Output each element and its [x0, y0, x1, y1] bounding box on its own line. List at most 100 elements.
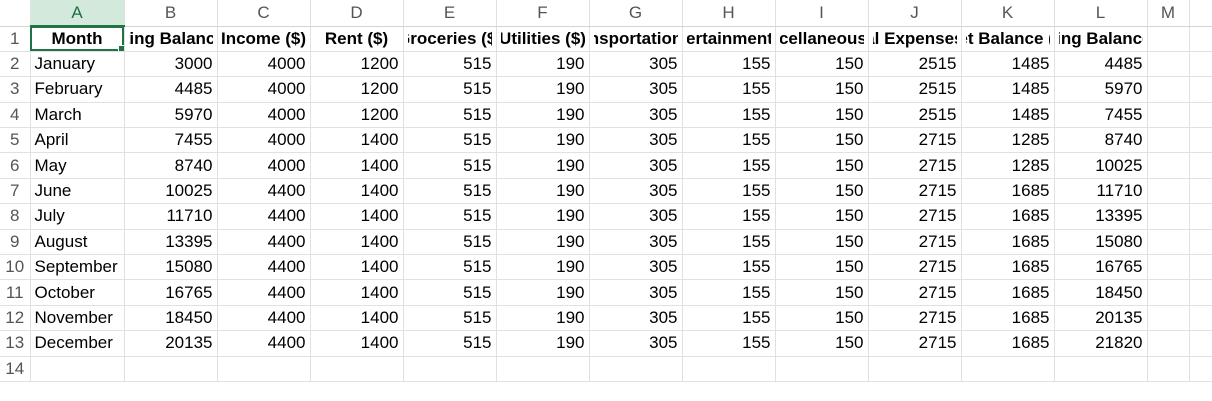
value-cell-f[interactable]: 190	[496, 51, 590, 78]
empty-cell[interactable]	[1054, 356, 1148, 382]
value-cell-c[interactable]: 4400	[217, 254, 311, 281]
value-cell-j[interactable]: 2715	[868, 152, 962, 179]
value-cell-l[interactable]: 4485	[1054, 51, 1148, 78]
value-cell-l[interactable]: 7455	[1054, 102, 1148, 129]
column-header-e[interactable]: E	[403, 0, 497, 27]
month-cell[interactable]: May	[30, 152, 125, 179]
value-cell-h[interactable]: 155	[682, 51, 776, 78]
header-cell-l[interactable]: Ending Balance ($)	[1054, 26, 1148, 52]
value-cell-h[interactable]: 155	[682, 305, 776, 332]
value-cell-i[interactable]: 150	[775, 102, 869, 129]
row-header-11[interactable]: 11	[0, 279, 31, 306]
empty-cell[interactable]	[1189, 279, 1212, 306]
month-cell[interactable]: October	[30, 279, 125, 306]
value-cell-d[interactable]: 1400	[310, 203, 404, 230]
empty-cell[interactable]	[1147, 152, 1190, 179]
row-header-2[interactable]: 2	[0, 51, 31, 78]
value-cell-j[interactable]: 2715	[868, 254, 962, 281]
value-cell-j[interactable]: 2715	[868, 229, 962, 256]
value-cell-b[interactable]: 10025	[124, 178, 218, 205]
value-cell-f[interactable]: 190	[496, 178, 590, 205]
empty-cell[interactable]	[1189, 76, 1212, 103]
value-cell-g[interactable]: 305	[589, 152, 683, 179]
value-cell-g[interactable]: 305	[589, 102, 683, 129]
value-cell-f[interactable]: 190	[496, 102, 590, 129]
header-cell-j[interactable]: Total Expenses ($)	[868, 26, 962, 52]
value-cell-c[interactable]: 4000	[217, 152, 311, 179]
header-cell-i[interactable]: Miscellaneous ($)	[775, 26, 869, 52]
column-header-g[interactable]: G	[589, 0, 683, 27]
value-cell-e[interactable]: 515	[403, 203, 497, 230]
value-cell-j[interactable]: 2515	[868, 76, 962, 103]
value-cell-h[interactable]: 155	[682, 76, 776, 103]
empty-cell[interactable]	[1189, 305, 1212, 332]
value-cell-i[interactable]: 150	[775, 330, 869, 357]
value-cell-f[interactable]: 190	[496, 76, 590, 103]
value-cell-e[interactable]: 515	[403, 229, 497, 256]
value-cell-c[interactable]: 4400	[217, 305, 311, 332]
row-header-12[interactable]: 12	[0, 305, 31, 332]
value-cell-f[interactable]: 190	[496, 254, 590, 281]
empty-cell[interactable]	[1147, 51, 1190, 78]
empty-cell[interactable]	[1189, 254, 1212, 281]
value-cell-l[interactable]: 18450	[1054, 279, 1148, 306]
header-cell-b[interactable]: Starting Balance ($)	[124, 26, 218, 52]
empty-cell[interactable]	[961, 356, 1055, 382]
value-cell-i[interactable]: 150	[775, 229, 869, 256]
value-cell-f[interactable]: 190	[496, 229, 590, 256]
empty-cell[interactable]	[1147, 279, 1190, 306]
empty-cell[interactable]	[1189, 330, 1212, 357]
value-cell-b[interactable]: 4485	[124, 76, 218, 103]
value-cell-h[interactable]: 155	[682, 229, 776, 256]
value-cell-c[interactable]: 4000	[217, 51, 311, 78]
value-cell-e[interactable]: 515	[403, 279, 497, 306]
value-cell-b[interactable]: 18450	[124, 305, 218, 332]
value-cell-e[interactable]: 515	[403, 178, 497, 205]
empty-cell[interactable]	[310, 356, 404, 382]
column-header-l[interactable]: L	[1054, 0, 1148, 27]
value-cell-h[interactable]: 155	[682, 254, 776, 281]
value-cell-e[interactable]: 515	[403, 330, 497, 357]
value-cell-c[interactable]: 4400	[217, 178, 311, 205]
value-cell-e[interactable]: 515	[403, 76, 497, 103]
value-cell-b[interactable]: 5970	[124, 102, 218, 129]
value-cell-g[interactable]: 305	[589, 127, 683, 154]
value-cell-k[interactable]: 1285	[961, 152, 1055, 179]
empty-cell[interactable]	[1147, 229, 1190, 256]
value-cell-e[interactable]: 515	[403, 102, 497, 129]
column-header-j[interactable]: J	[868, 0, 962, 27]
value-cell-d[interactable]: 1400	[310, 229, 404, 256]
month-cell[interactable]: July	[30, 203, 125, 230]
value-cell-d[interactable]: 1400	[310, 152, 404, 179]
value-cell-c[interactable]: 4400	[217, 229, 311, 256]
value-cell-h[interactable]: 155	[682, 203, 776, 230]
value-cell-b[interactable]: 11710	[124, 203, 218, 230]
empty-cell[interactable]	[1189, 51, 1212, 78]
empty-cell[interactable]	[124, 356, 218, 382]
value-cell-i[interactable]: 150	[775, 127, 869, 154]
value-cell-d[interactable]: 1400	[310, 279, 404, 306]
value-cell-k[interactable]: 1685	[961, 330, 1055, 357]
value-cell-j[interactable]: 2715	[868, 305, 962, 332]
value-cell-c[interactable]: 4400	[217, 279, 311, 306]
empty-cell[interactable]	[775, 356, 869, 382]
value-cell-f[interactable]: 190	[496, 152, 590, 179]
empty-cell[interactable]	[1147, 330, 1190, 357]
value-cell-k[interactable]: 1685	[961, 279, 1055, 306]
value-cell-d[interactable]: 1400	[310, 127, 404, 154]
value-cell-k[interactable]: 1685	[961, 229, 1055, 256]
header-cell-e[interactable]: Groceries ($)	[403, 26, 497, 52]
empty-cell[interactable]	[1147, 203, 1190, 230]
empty-cell[interactable]	[868, 356, 962, 382]
empty-cell[interactable]	[1147, 178, 1190, 205]
month-cell[interactable]: February	[30, 76, 125, 103]
value-cell-k[interactable]: 1685	[961, 178, 1055, 205]
value-cell-h[interactable]: 155	[682, 330, 776, 357]
value-cell-j[interactable]: 2715	[868, 178, 962, 205]
value-cell-i[interactable]: 150	[775, 76, 869, 103]
value-cell-i[interactable]: 150	[775, 178, 869, 205]
select-all-corner[interactable]	[0, 0, 31, 27]
value-cell-j[interactable]: 2715	[868, 330, 962, 357]
row-header-5[interactable]: 5	[0, 127, 31, 154]
value-cell-g[interactable]: 305	[589, 305, 683, 332]
